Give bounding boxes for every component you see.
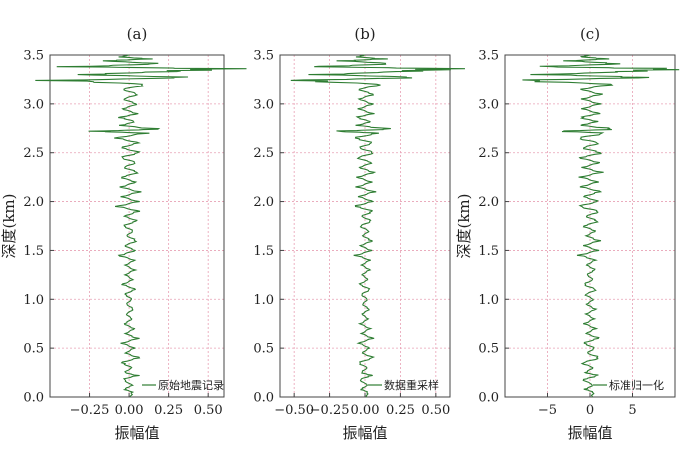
y-tick-label: 1.5: [23, 244, 44, 259]
y-tick-label: 1.5: [253, 244, 274, 259]
x-tick-label: 0.00: [115, 403, 144, 418]
legend-label: 标准归一化: [609, 378, 664, 392]
x-tick-label: 0.25: [154, 403, 183, 418]
x-tick-label: 0.50: [194, 403, 223, 418]
legend-label: 原始地震记录: [158, 378, 224, 392]
y-tick-label: 0.0: [23, 391, 44, 406]
y-tick-label: 1.5: [478, 244, 499, 259]
x-tick-label: 0: [586, 403, 594, 418]
y-tick-label: 2.5: [23, 146, 44, 161]
y-tick-label: 3.0: [253, 97, 274, 112]
y-tick-label: 2.0: [253, 195, 274, 210]
y-tick-label: 0.5: [253, 342, 274, 357]
x-tick-label: −0.50: [274, 403, 314, 418]
chart-title: (a): [127, 25, 148, 43]
y-axis-label: 深度(km): [455, 193, 473, 258]
y-tick-label: 0.5: [478, 342, 499, 357]
x-tick-label: 5: [628, 403, 636, 418]
y-tick-label: 2.0: [23, 195, 44, 210]
chart-title: (c): [580, 25, 600, 43]
y-tick-label: 3.5: [23, 49, 44, 64]
x-tick-label: −0.25: [70, 403, 110, 418]
x-tick-label: −5: [538, 403, 557, 418]
x-tick-label: 0.25: [386, 403, 415, 418]
x-tick-label: −0.25: [310, 403, 350, 418]
trace-line: [522, 54, 680, 398]
x-axis-label: 振幅值: [342, 424, 387, 442]
y-tick-label: 3.0: [23, 97, 44, 112]
x-tick-label: 0.50: [421, 403, 450, 418]
trace-line: [35, 54, 247, 398]
x-axis-label: 振幅值: [114, 424, 159, 442]
y-tick-label: 1.0: [23, 293, 44, 308]
chart-panel-3: 0.0 0.5 1.0 1.5 2.0 2.5 3.0 3.5 −5 0 5 (c) 振幅值 深度(km)…: [455, 25, 680, 442]
y-tick-label: 3.0: [478, 97, 499, 112]
x-axis-label: 振幅值: [567, 424, 612, 442]
plot-frame: [49, 54, 225, 398]
y-tick-label: 1.0: [253, 293, 274, 308]
y-tick-label: 1.0: [478, 293, 499, 308]
chart-panel-1: 0.0 0.5 1.0 1.5 2.0 2.5 3.0 3.5 −0.25 0.00 0.25 0.5…: [0, 25, 247, 442]
y-tick-label: 2.5: [478, 146, 499, 161]
legend-label: 数据重采样: [384, 378, 439, 392]
x-tick-label: 0.00: [351, 403, 380, 418]
trace-line: [290, 54, 465, 398]
y-tick-label: 3.5: [478, 49, 499, 64]
y-tick-label: 2.0: [478, 195, 499, 210]
chart-title: (b): [354, 25, 375, 43]
y-tick-label: 0.0: [478, 391, 499, 406]
y-tick-label: 0.0: [253, 391, 274, 406]
y-tick-label: 0.5: [23, 342, 44, 357]
chart-panel-2: 0.0 0.5 1.0 1.5 2.0 2.5 3.0 3.5 −0.50−0.25 0.00 0.…: [253, 25, 465, 442]
y-axis-label: 深度(km): [0, 193, 18, 258]
y-tick-label: 2.5: [253, 146, 274, 161]
y-tick-label: 3.5: [253, 49, 274, 64]
